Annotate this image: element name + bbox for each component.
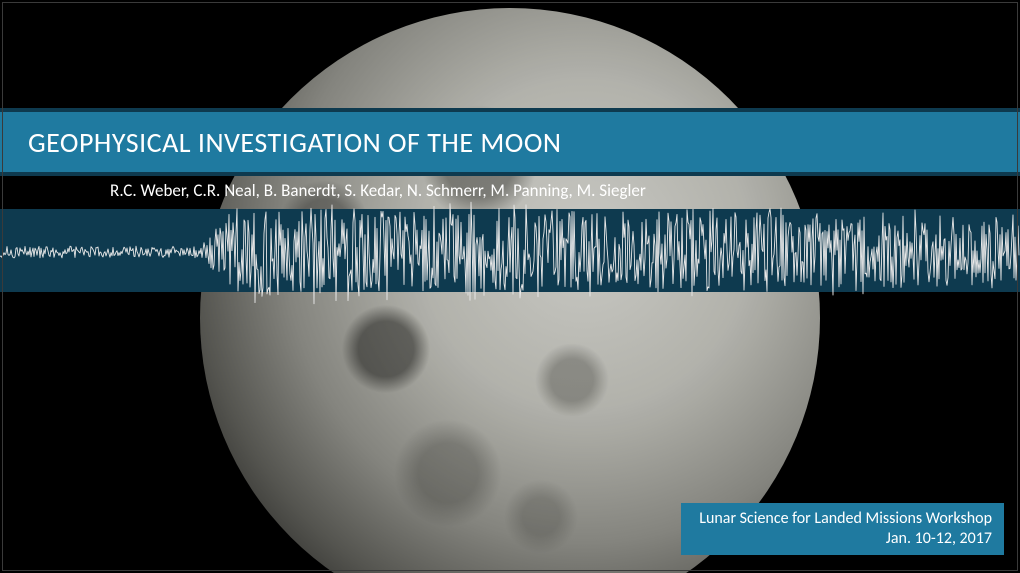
title-text: GEOPHYSICAL INVESTIGATION OF THE MOON bbox=[28, 125, 1020, 160]
footer-line1: Lunar Science for Landed Missions Worksh… bbox=[699, 509, 992, 529]
title-band: GEOPHYSICAL INVESTIGATION OF THE MOON bbox=[0, 108, 1020, 176]
footer-box: Lunar Science for Landed Missions Worksh… bbox=[681, 503, 1004, 555]
slide: GEOPHYSICAL INVESTIGATION OF THE MOON R.… bbox=[0, 0, 1020, 573]
footer-line2: Jan. 10-12, 2017 bbox=[699, 529, 992, 549]
seismogram-waveform bbox=[0, 196, 1020, 308]
